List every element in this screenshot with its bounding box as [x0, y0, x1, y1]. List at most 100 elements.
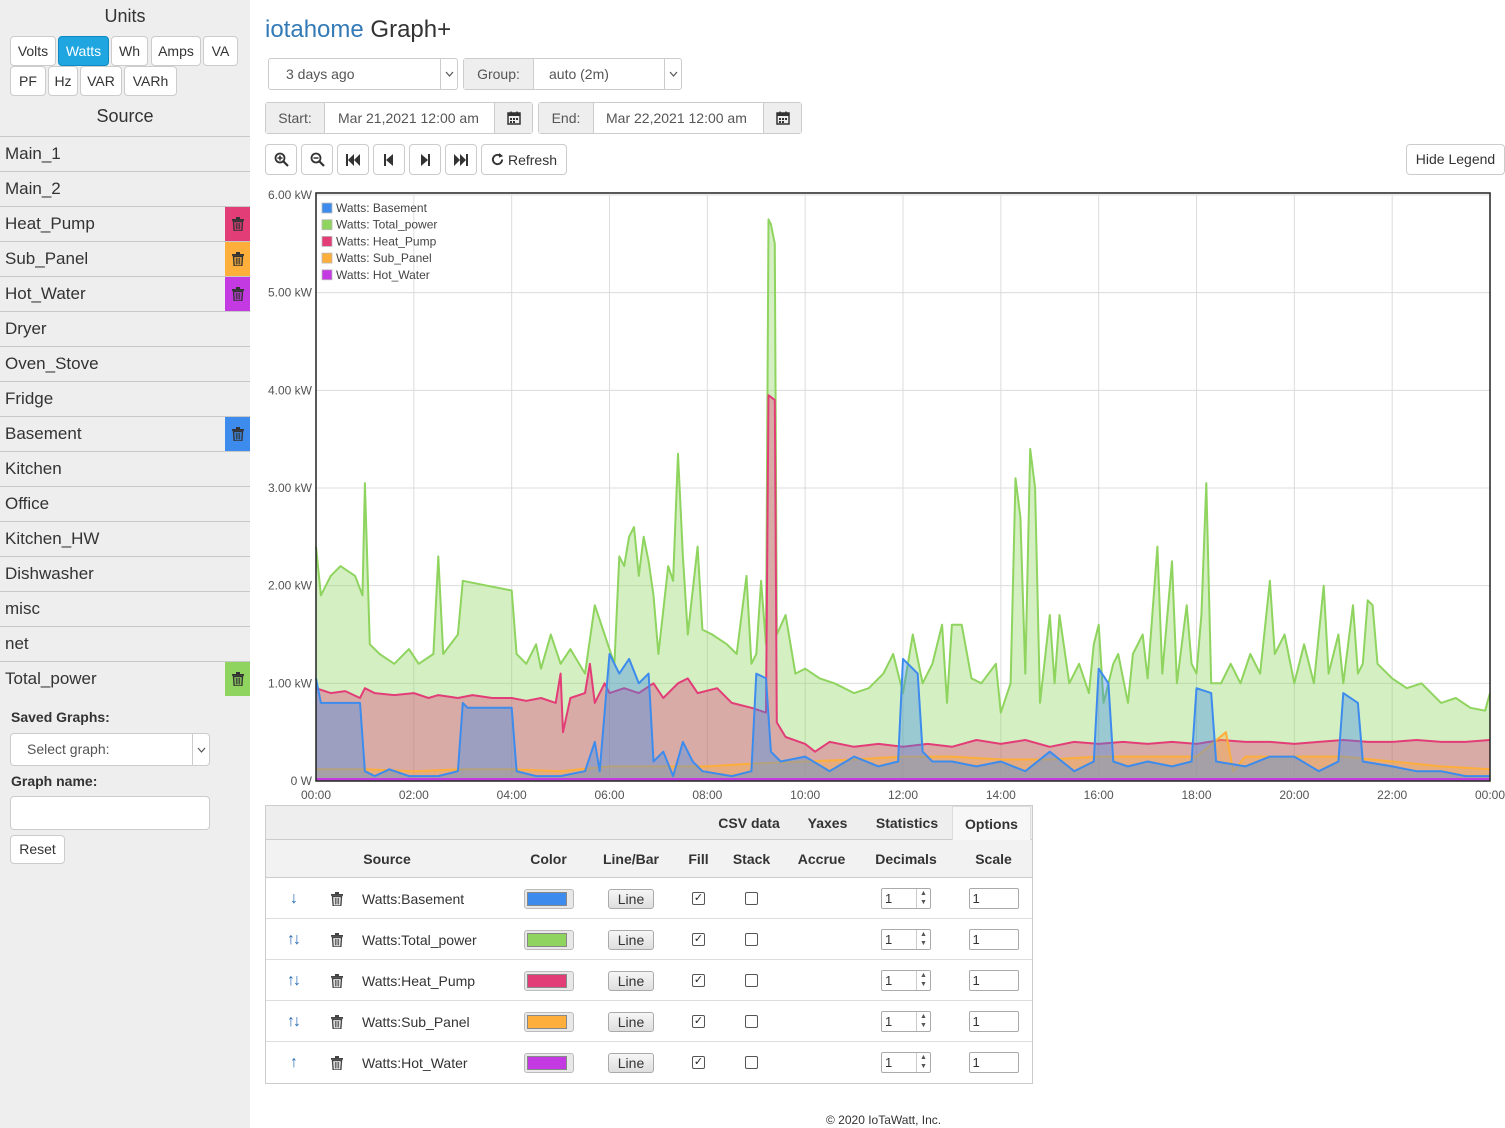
remove-series-button[interactable]: [324, 1001, 350, 1042]
unit-button-hz[interactable]: Hz: [48, 66, 78, 96]
power-chart[interactable]: 0 W 1.00 kW 2.00 kW 3.00 kW 4.00 kW 5.00 kW 6.…: [255, 180, 1505, 802]
source-item-basement[interactable]: Basement: [0, 416, 250, 451]
decimals-input[interactable]: 1 ▲ ▼: [881, 929, 931, 950]
decimals-input[interactable]: 1 ▲ ▼: [881, 888, 931, 909]
spinner-icon[interactable]: ▲ ▼: [916, 889, 930, 908]
fill-checkbox[interactable]: ✓: [692, 1015, 705, 1028]
source-item-fridge[interactable]: Fridge: [0, 381, 250, 416]
end-date-field[interactable]: End: Mar 22,2021 12:00 am: [538, 102, 802, 134]
source-item-main_2[interactable]: Main_2: [0, 171, 250, 206]
unit-button-va[interactable]: VA: [203, 36, 238, 66]
line-bar-toggle[interactable]: Line: [608, 888, 654, 909]
fill-checkbox[interactable]: ✓: [692, 933, 705, 946]
remove-source-button[interactable]: [225, 207, 250, 241]
source-item-total_power[interactable]: Total_power: [0, 661, 250, 696]
remove-series-button[interactable]: [324, 878, 350, 919]
refresh-button[interactable]: Refresh: [481, 144, 567, 175]
calendar-icon[interactable]: [494, 103, 532, 133]
scale-input[interactable]: 1: [968, 970, 1019, 991]
scale-input[interactable]: 1: [968, 929, 1019, 950]
line-bar-toggle[interactable]: Line: [608, 929, 654, 950]
source-item-dryer[interactable]: Dryer: [0, 311, 250, 346]
scale-input[interactable]: 1: [968, 888, 1019, 909]
reorder-arrows[interactable]: ↑↓: [274, 960, 312, 1001]
unit-button-amps[interactable]: Amps: [151, 36, 201, 66]
tab-yaxes[interactable]: Yaxes: [807, 815, 848, 831]
line-bar-toggle[interactable]: Line: [608, 1052, 654, 1073]
legend-entry[interactable]: Watts: Sub_Panel: [336, 251, 432, 265]
tab-csv-data[interactable]: CSV data: [718, 815, 780, 831]
source-item-misc[interactable]: misc: [0, 591, 250, 626]
decimals-input[interactable]: 1 ▲ ▼: [881, 1052, 931, 1073]
calendar-icon[interactable]: [763, 103, 801, 133]
legend-entry[interactable]: Watts: Total_power: [336, 218, 437, 232]
fill-checkbox[interactable]: ✓: [692, 892, 705, 905]
brand-name[interactable]: iotahome: [265, 16, 364, 43]
legend-entry[interactable]: Watts: Heat_Pump: [336, 234, 437, 248]
remove-source-button[interactable]: [225, 242, 250, 276]
source-item-oven_stove[interactable]: Oven_Stove: [0, 346, 250, 381]
step-backward-button[interactable]: [373, 144, 405, 175]
series-color-picker[interactable]: [511, 919, 586, 960]
zoom-in-button[interactable]: [265, 144, 297, 175]
source-item-office[interactable]: Office: [0, 486, 250, 521]
source-item-dishwasher[interactable]: Dishwasher: [0, 556, 250, 591]
color-swatch[interactable]: [523, 1011, 574, 1032]
remove-series-button[interactable]: [324, 1042, 350, 1083]
legend-entry[interactable]: Watts: Hot_Water: [336, 268, 430, 282]
stack-checkbox[interactable]: [745, 1015, 758, 1028]
spinner-icon[interactable]: ▲ ▼: [916, 930, 930, 949]
remove-series-button[interactable]: [324, 919, 350, 960]
chart-legend[interactable]: Watts: Basement Watts: Total_power Watts: …: [321, 201, 437, 282]
remove-source-button[interactable]: [225, 417, 250, 451]
fill-checkbox[interactable]: ✓: [692, 1056, 705, 1069]
zoom-out-button[interactable]: [301, 144, 333, 175]
color-swatch[interactable]: [523, 929, 574, 950]
line-bar-toggle[interactable]: Line: [608, 1011, 654, 1032]
group-select[interactable]: Group: auto (2m): [463, 58, 682, 90]
reorder-arrows[interactable]: ↑: [274, 1042, 312, 1083]
reorder-arrows[interactable]: ↑↓: [274, 1001, 312, 1042]
decimals-input[interactable]: 1 ▲ ▼: [881, 1011, 931, 1032]
remove-source-button[interactable]: [225, 277, 250, 311]
stack-checkbox[interactable]: [745, 892, 758, 905]
source-item-heat_pump[interactable]: Heat_Pump: [0, 206, 250, 241]
fast-backward-button[interactable]: [337, 144, 369, 175]
range-select[interactable]: 3 days ago: [268, 58, 458, 90]
reorder-arrows[interactable]: ↑↓: [274, 919, 312, 960]
decimals-input[interactable]: 1 ▲ ▼: [881, 970, 931, 991]
tab-statistics[interactable]: Statistics: [875, 815, 939, 831]
unit-button-watts[interactable]: Watts: [58, 36, 109, 66]
unit-button-varh[interactable]: VARh: [124, 66, 177, 96]
reset-button[interactable]: Reset: [10, 835, 65, 864]
color-swatch[interactable]: [523, 888, 574, 909]
saved-graphs-select[interactable]: Select graph:: [10, 733, 210, 766]
series-color-picker[interactable]: [511, 1042, 586, 1083]
stack-checkbox[interactable]: [745, 974, 758, 987]
unit-button-pf[interactable]: PF: [10, 66, 46, 96]
source-item-kitchen_hw[interactable]: Kitchen_HW: [0, 521, 250, 556]
tab-options[interactable]: Options: [952, 806, 1031, 840]
fast-forward-button[interactable]: [445, 144, 477, 175]
reorder-arrows[interactable]: ↓: [274, 878, 312, 919]
source-item-net[interactable]: net: [0, 626, 250, 661]
start-date-field[interactable]: Start: Mar 21,2021 12:00 am: [265, 102, 533, 134]
stack-checkbox[interactable]: [745, 1056, 758, 1069]
source-item-main_1[interactable]: Main_1: [0, 136, 250, 171]
remove-series-button[interactable]: [324, 960, 350, 1001]
series-color-picker[interactable]: [511, 878, 586, 919]
unit-button-var[interactable]: VAR: [80, 66, 122, 96]
source-item-hot_water[interactable]: Hot_Water: [0, 276, 250, 311]
spinner-icon[interactable]: ▲ ▼: [916, 1053, 930, 1072]
stack-checkbox[interactable]: [745, 933, 758, 946]
legend-entry[interactable]: Watts: Basement: [336, 201, 428, 215]
hide-legend-button[interactable]: Hide Legend: [1406, 144, 1505, 175]
series-color-picker[interactable]: [511, 960, 586, 1001]
series-color-picker[interactable]: [511, 1001, 586, 1042]
graph-name-input[interactable]: [10, 796, 210, 830]
line-bar-toggle[interactable]: Line: [608, 970, 654, 991]
scale-input[interactable]: 1: [968, 1052, 1019, 1073]
step-forward-button[interactable]: [409, 144, 441, 175]
spinner-icon[interactable]: ▲ ▼: [916, 1012, 930, 1031]
spinner-icon[interactable]: ▲ ▼: [916, 971, 930, 990]
